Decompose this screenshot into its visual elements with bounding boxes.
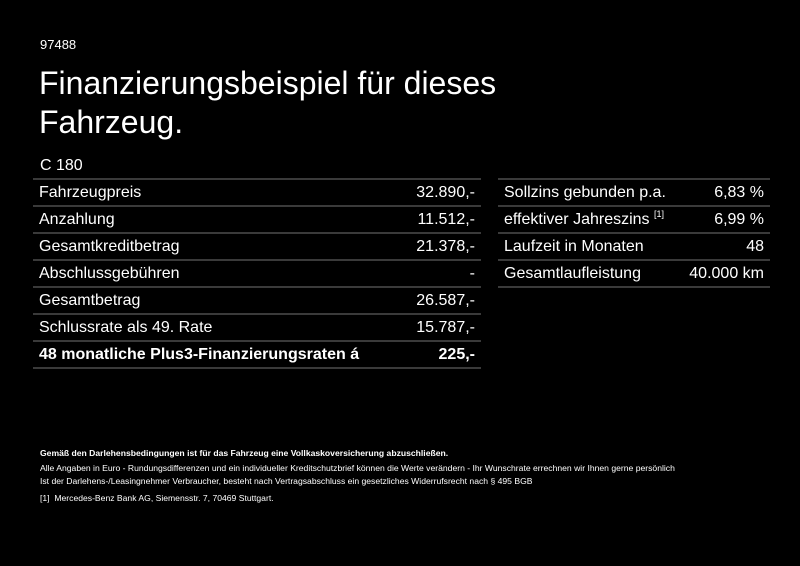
legal-footer: Gemäß den Darlehensbedingungen ist für d… xyxy=(40,447,800,505)
table-row: Abschlussgebühren - xyxy=(33,260,481,288)
footnote: [1] Mercedes-Benz Bank AG, Siemensstr. 7… xyxy=(40,493,274,503)
row-value: 48 xyxy=(679,233,770,261)
table-row: Schlussrate als 49. Rate 15.787,- xyxy=(33,314,481,342)
disclaimer-line-2: Ist der Darlehens-/Leasingnehmer Verbrau… xyxy=(40,476,533,486)
row-value: 40.000 km xyxy=(679,260,770,288)
row-value: 11.512,- xyxy=(402,206,481,234)
offer-code: 97488 xyxy=(40,37,77,52)
row-label: Gesamtbetrag xyxy=(33,287,403,315)
row-label: Laufzeit in Monaten xyxy=(498,233,680,261)
row-value: 21.378,- xyxy=(402,233,481,261)
table-row: Laufzeit in Monaten 48 xyxy=(498,233,770,261)
footnote-ref: [1] xyxy=(654,208,665,219)
table-row: Fahrzeugpreis 32.890,- xyxy=(33,178,481,207)
disclaimer-line-1: Alle Angaben in Euro - Rundungsdifferenz… xyxy=(40,463,675,473)
terms-table: Sollzins gebunden p.a. 6,83 % effektiver … xyxy=(498,178,770,288)
row-label: 48 monatliche Plus3-Finanzierungsraten á xyxy=(33,341,403,369)
row-label: Sollzins gebunden p.a. xyxy=(498,178,680,207)
page-title: Finanzierungsbeispiel für dieses Fahrzeu… xyxy=(39,65,497,140)
row-value: 32.890,- xyxy=(402,178,481,207)
row-label: effektiver Jahreszins [1] xyxy=(498,206,680,234)
table-row: effektiver Jahreszins [1] 6,99 % xyxy=(498,206,770,234)
row-label: Gesamtlaufleistung xyxy=(498,260,680,288)
table-row: Gesamtlaufleistung 40.000 km xyxy=(498,260,770,288)
row-label: Fahrzeugpreis xyxy=(33,178,403,207)
row-value: 6,99 % xyxy=(679,206,770,234)
row-value: 225,- xyxy=(402,341,481,369)
model-name: C 180 xyxy=(40,157,83,174)
table-row: Gesamtkreditbetrag 21.378,- xyxy=(33,233,481,261)
table-row: Gesamtbetrag 26.587,- xyxy=(33,287,481,315)
row-value: 15.787,- xyxy=(402,314,481,342)
row-label: Gesamtkreditbetrag xyxy=(33,233,403,261)
row-value: - xyxy=(402,260,481,288)
table-row: Sollzins gebunden p.a. 6,83 % xyxy=(498,178,770,207)
financing-table: Fahrzeugpreis 32.890,- Anzahlung 11.512,- … xyxy=(33,178,481,369)
row-label: Anzahlung xyxy=(33,206,403,234)
row-value: 26.587,- xyxy=(402,287,481,315)
row-value: 6,83 % xyxy=(679,178,770,207)
insurance-note: Gemäß den Darlehensbedingungen ist für d… xyxy=(40,448,449,458)
monthly-rate-row: 48 monatliche Plus3-Finanzierungsraten á… xyxy=(33,341,481,369)
table-row: Anzahlung 11.512,- xyxy=(33,206,481,234)
row-label: Abschlussgebühren xyxy=(33,260,403,288)
row-label: Schlussrate als 49. Rate xyxy=(33,314,403,342)
